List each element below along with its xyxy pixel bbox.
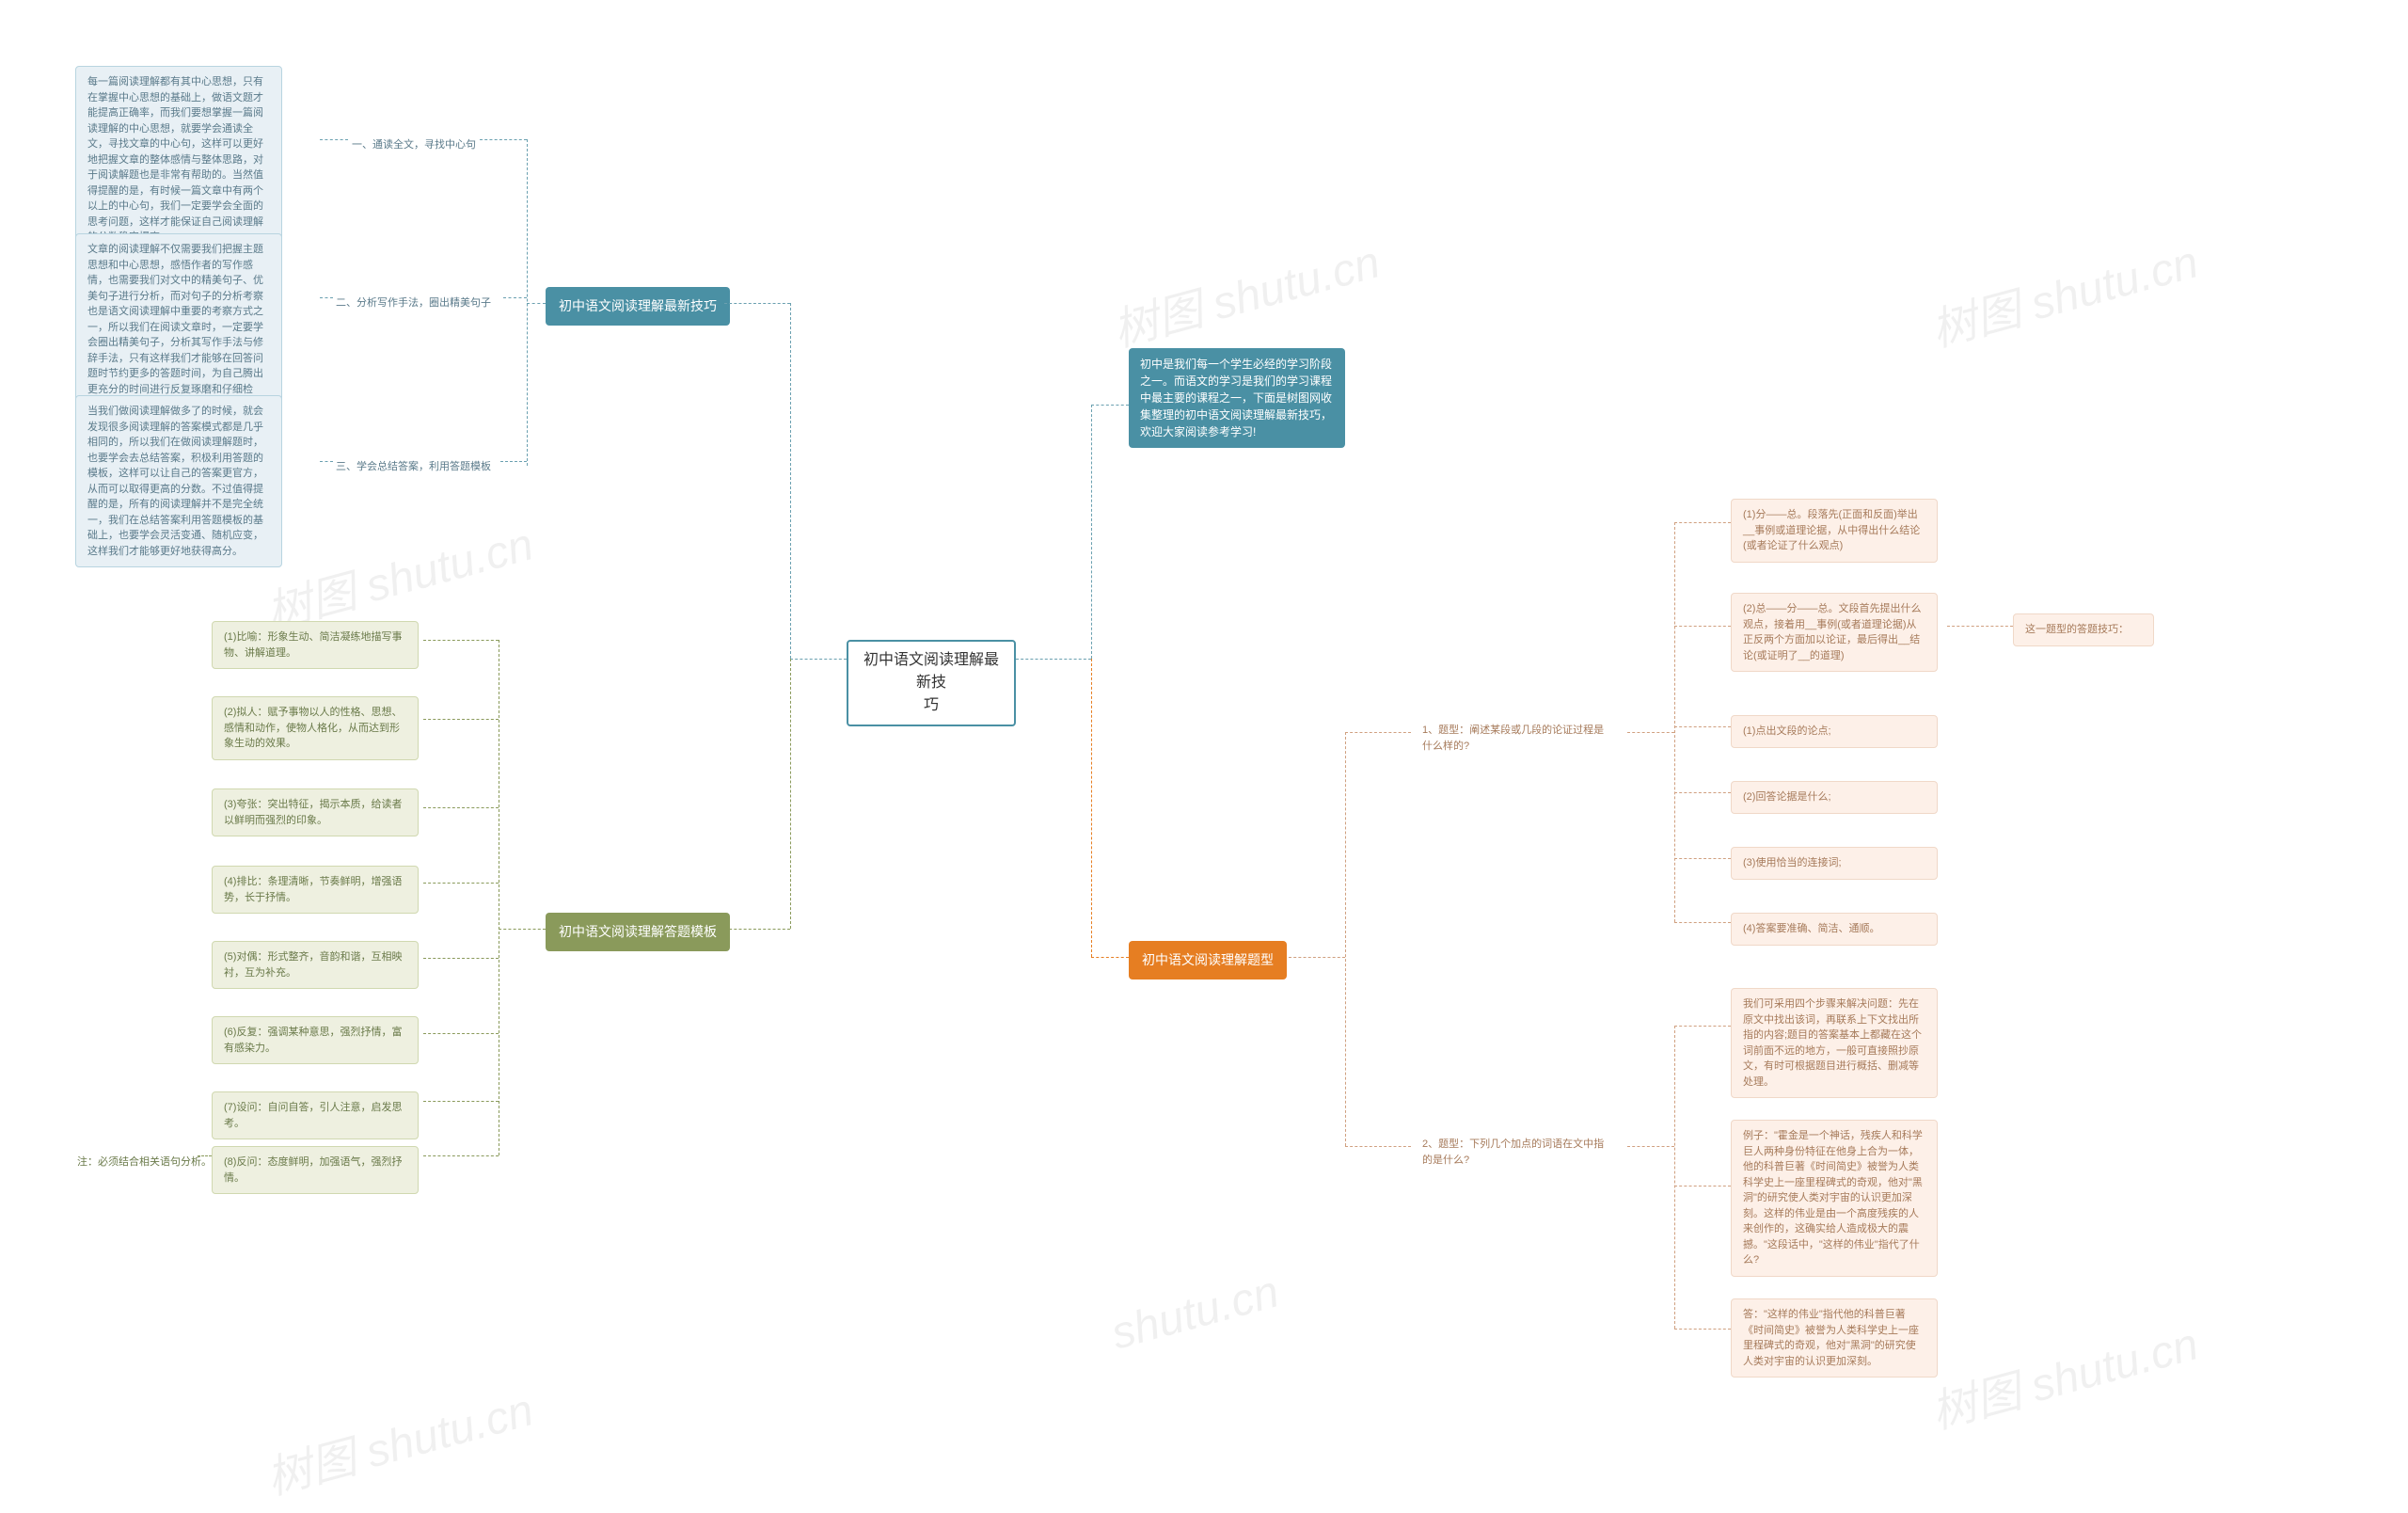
- conn: [1627, 732, 1674, 733]
- conn: [423, 640, 499, 641]
- tech-item-2-detail: 文章的阅读理解不仅需要我们把握主题思想和中心思想，感悟作者的写作感情，也需要我们…: [75, 233, 282, 422]
- conn: [790, 303, 791, 659]
- conn: [1674, 922, 1731, 923]
- tech-item-1-detail: 每一篇阅读理解都有其中心思想，只有在掌握中心思想的基础上，做语文题才能提高正确率…: [75, 66, 282, 254]
- tpl-7: (7)设问：自问自答，引人注意，启发思考。: [212, 1091, 419, 1139]
- branch-templates: 初中语文阅读理解答题模板: [546, 913, 730, 951]
- branch-techniques: 初中语文阅读理解最新技巧: [546, 287, 730, 326]
- branch-types: 初中语文阅读理解题型: [1129, 941, 1287, 979]
- type-q2-title: 2、题型：下列几个加点的词语在文中指的是什么?: [1411, 1129, 1618, 1175]
- conn: [423, 883, 499, 884]
- conn: [1345, 732, 1346, 1146]
- q1-sub-5: (3)使用恰当的连接词;: [1731, 847, 1938, 880]
- conn: [1674, 1026, 1675, 1329]
- intro-box: 初中是我们每一个学生必经的学习阶段之一。而语文的学习是我们的学习课程中最主要的课…: [1129, 348, 1345, 448]
- conn: [1674, 1026, 1731, 1027]
- branch-techniques-label: 初中语文阅读理解最新技巧: [559, 298, 717, 313]
- q2-sub-3: 答："这样的伟业"指代他的科普巨著《时间简史》被誉为人类科学史上一座里程碑式的奇…: [1731, 1298, 1938, 1378]
- conn: [423, 958, 499, 959]
- conn: [1947, 626, 2013, 627]
- q2-sub-1: 我们可采用四个步骤来解决问题：先在原文中找出该词，再联系上下文找出所指的内容;题…: [1731, 988, 1938, 1098]
- conn: [423, 1101, 499, 1102]
- watermark: shutu.cn: [1104, 1259, 1287, 1369]
- conn: [724, 929, 790, 930]
- tpl-8: (8)反问：态度鲜明，加强语气，强烈抒情。: [212, 1146, 419, 1194]
- tpl-6: (6)反复：强调某种意思，强烈抒情，富有感染力。: [212, 1016, 419, 1064]
- conn: [503, 297, 527, 298]
- q1-sub-2: (2)总——分——总。文段首先提出什么观点，接着用__事例(或者道理论据)从正反…: [1731, 593, 1938, 672]
- conn: [320, 461, 333, 462]
- conn: [527, 139, 528, 466]
- conn: [423, 1155, 499, 1156]
- watermark: 树图 shutu.cn: [260, 1378, 542, 1513]
- conn: [1091, 659, 1092, 957]
- conn: [790, 659, 847, 660]
- conn: [724, 303, 790, 304]
- conn: [320, 139, 348, 140]
- q1-sub-3: (1)点出文段的论点;: [1731, 715, 1938, 748]
- conn: [423, 1033, 499, 1034]
- q1-sub-4: (2)回答论据是什么;: [1731, 781, 1938, 814]
- q2-sub-2: 例子："霍金是一个神话，残疾人和科学巨人两种身份特征在他身上合为一体，他的科普巨…: [1731, 1120, 1938, 1277]
- tpl-5: (5)对偶：形式整齐，音韵和谐，互相映衬，互为补充。: [212, 941, 419, 989]
- conn: [499, 929, 546, 930]
- conn: [198, 1155, 212, 1156]
- conn: [1345, 1146, 1411, 1147]
- q1-sub-1: (1)分——总。段落先(正面和反面)举出__事例或道理论据，从中得出什么结论(或…: [1731, 499, 1938, 563]
- conn: [1674, 1329, 1731, 1330]
- conn: [790, 659, 791, 929]
- branch-types-label: 初中语文阅读理解题型: [1142, 952, 1274, 967]
- conn: [1091, 957, 1129, 958]
- type-q1-title: 1、题型：阐述某段或几段的论证过程是什么样的?: [1411, 715, 1618, 761]
- branch-templates-label: 初中语文阅读理解答题模板: [559, 924, 717, 939]
- conn: [320, 297, 333, 298]
- q1-sub-2-tail: 这一题型的答题技巧：: [2013, 613, 2154, 646]
- conn: [1016, 659, 1091, 660]
- conn: [1674, 1186, 1731, 1187]
- conn: [423, 807, 499, 808]
- conn: [1627, 1146, 1674, 1147]
- conn: [527, 303, 546, 304]
- tpl-2: (2)拟人：赋予事物以人的性格、思想、感情和动作，使物人格化，从而达到形象生动的…: [212, 696, 419, 760]
- conn: [1674, 792, 1731, 793]
- watermark: 树图 shutu.cn: [1106, 230, 1388, 366]
- root-title: 初中语文阅读理解最新技 巧: [863, 652, 999, 713]
- tech-item-3-detail: 当我们做阅读理解做多了的时候，就会发现很多阅读理解的答案模式都是几乎相同的，所以…: [75, 395, 282, 567]
- tech-item-2-title: 二、分析写作手法，圈出精美句子: [325, 288, 502, 319]
- intro-text: 初中是我们每一个学生必经的学习阶段之一。而语文的学习是我们的学习课程中最主要的课…: [1140, 358, 1332, 438]
- conn: [1674, 726, 1731, 727]
- q1-sub-6: (4)答案要准确、简洁、通顺。: [1731, 913, 1938, 946]
- conn: [500, 461, 527, 462]
- conn: [1345, 732, 1411, 733]
- conn: [1091, 405, 1129, 406]
- tech-item-3-title: 三、学会总结答案，利用答题模板: [325, 452, 502, 483]
- tpl-note: 注：必须结合相关语句分析。: [66, 1147, 223, 1178]
- tpl-4: (4)排比：条理清晰，节奏鲜明，增强语势，长于抒情。: [212, 866, 419, 914]
- root-node: 初中语文阅读理解最新技 巧: [847, 640, 1016, 726]
- tpl-1: (1)比喻：形象生动、简洁凝练地描写事物、讲解道理。: [212, 621, 419, 669]
- conn: [1674, 522, 1675, 922]
- conn: [480, 139, 527, 140]
- conn: [423, 719, 499, 720]
- tpl-3: (3)夸张：突出特征，揭示本质，给读者以鲜明而强烈的印象。: [212, 788, 419, 836]
- watermark: 树图 shutu.cn: [1925, 1312, 2207, 1448]
- watermark: 树图 shutu.cn: [1925, 230, 2207, 366]
- conn: [1289, 957, 1345, 958]
- tech-item-1-title: 一、通读全文，寻找中心句: [341, 130, 487, 161]
- conn: [1674, 858, 1731, 859]
- conn: [1674, 522, 1731, 523]
- conn: [1091, 405, 1092, 659]
- conn: [1674, 626, 1731, 627]
